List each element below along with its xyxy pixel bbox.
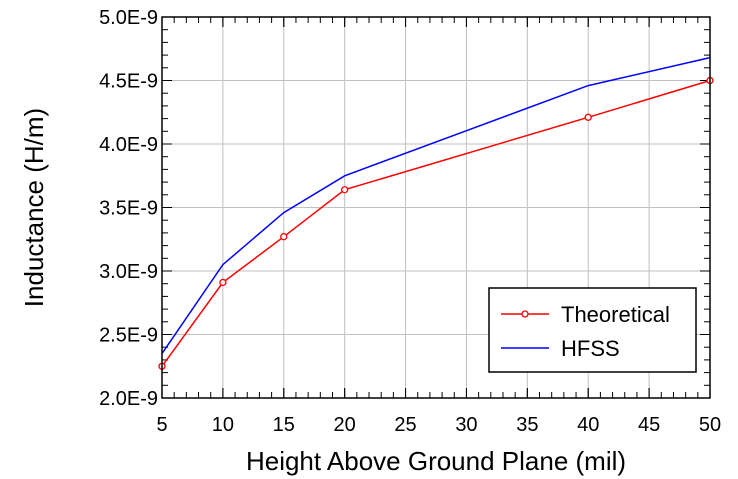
series-line-theoretical (161, 79, 711, 367)
y-tick-label: 2.5E-9 (99, 325, 158, 347)
x-tick-label: 10 (212, 414, 234, 436)
legend-label-theoretical: Theoretical (561, 302, 670, 327)
y-tick-label: 4.5E-9 (99, 71, 158, 93)
data-point-theoretical (584, 113, 592, 121)
x-axis-label: Height Above Ground Plane (mil) (246, 446, 626, 476)
y-tick-labels: 2.0E-9 2.5E-9 3.0E-9 3.5E-9 4.0E-9 4.5E-9 5.0E… (99, 7, 158, 410)
x-tick-label: 30 (455, 414, 477, 436)
legend-box (488, 287, 697, 373)
y-tick-label: 2.0E-9 (99, 388, 158, 410)
y-tick-label: 3.0E-9 (99, 261, 158, 283)
grid-lines (162, 17, 710, 398)
x-tick-label: 50 (699, 414, 721, 436)
data-point-theoretical (280, 233, 288, 241)
y-tick-label: 4.0E-9 (99, 134, 158, 156)
y-tick-label: 5.0E-9 (99, 7, 158, 29)
y-tick-label: 3.5E-9 (99, 198, 158, 220)
x-tick-label: 20 (334, 414, 356, 436)
x-tick-labels: 5 10 15 20 25 30 35 40 45 50 (156, 414, 721, 436)
x-tick-label: 45 (638, 414, 660, 436)
x-tick-label: 5 (156, 414, 167, 436)
data-point-theoretical (219, 278, 227, 287)
legend-marker-theoretical (521, 310, 529, 318)
legend-label-hfss: HFSS (561, 336, 620, 361)
x-tick-label: 25 (394, 414, 416, 436)
series-line-hfss (161, 56, 711, 355)
x-tick-label: 15 (273, 414, 295, 436)
x-tick-label: 40 (577, 414, 599, 436)
data-point-theoretical (341, 186, 349, 194)
x-tick-label: 35 (516, 414, 538, 436)
plot-frame (161, 16, 711, 399)
legend: Theoretical HFSS (488, 287, 697, 373)
y-axis-label: Inductance (H/m) (19, 108, 49, 307)
